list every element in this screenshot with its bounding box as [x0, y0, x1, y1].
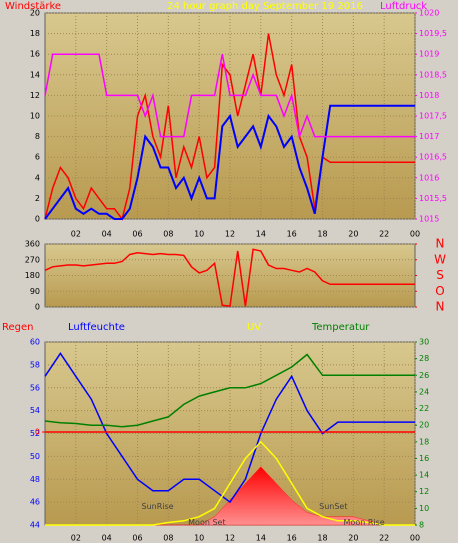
y-tick-label: 18: [30, 29, 40, 38]
series-line: [45, 440, 415, 526]
series-label: UV: [247, 322, 261, 333]
x-tick-label: 16: [287, 230, 297, 239]
series-label: Regen: [2, 322, 34, 333]
y2-tick-label: 1017: [419, 132, 439, 141]
y-tick-label: 0: [35, 215, 40, 224]
y2-tick-label: 24: [419, 387, 429, 396]
annotation: SunSet: [319, 502, 347, 511]
y-tick-label: 46: [30, 498, 40, 507]
y2-tick-label: 1018,5: [419, 70, 447, 79]
y2-tick-label: 18: [419, 437, 429, 446]
y2-tick-label: 1018: [419, 91, 439, 100]
y-tick-label: 0: [35, 303, 40, 312]
y-tick-label: 20: [30, 9, 40, 18]
y-tick-label: 90: [30, 287, 40, 296]
y-tick-label: 44: [30, 521, 40, 530]
y-axis-label: Windstärke: [5, 1, 61, 12]
y2-tick-label: W: [434, 252, 446, 266]
annotation: SunRise: [141, 502, 173, 511]
x-tick-label: 18: [317, 230, 327, 239]
x-tick-label: 14: [256, 534, 266, 543]
y2-tick-label: 12: [419, 487, 429, 496]
y2-tick-label: N: [436, 237, 445, 251]
x-tick-label: 02: [71, 534, 81, 543]
y-tick-label: 56: [30, 383, 40, 392]
y2-tick-label: 28: [419, 354, 429, 363]
x-tick-label: 20: [348, 230, 358, 239]
y2-tick-label: 16: [419, 454, 429, 463]
series-label: Luftfeuchte: [68, 322, 125, 333]
y-tick-label: 8: [35, 132, 40, 141]
y2-tick-label: N: [436, 300, 445, 314]
y-tick-label: 50: [30, 452, 40, 461]
y2-tick-label: 1015: [419, 215, 439, 224]
x-tick-label: 04: [102, 534, 112, 543]
y-tick-label: 270: [25, 255, 40, 264]
x-tick-label: 04: [102, 230, 112, 239]
series-line: [44, 248, 415, 307]
y2-tick-label: 8: [419, 521, 424, 530]
x-tick-label: 08: [163, 230, 173, 239]
y-tick-label: 360: [25, 240, 40, 249]
x-tick-label: 18: [317, 534, 327, 543]
x-tick-label: 12: [225, 230, 235, 239]
y-tick-label: 48: [30, 475, 40, 484]
series-line: [44, 104, 415, 220]
y2-tick-label: 1019: [419, 50, 439, 59]
x-tick-label: 00: [410, 230, 420, 239]
y-tick-label: 12: [30, 91, 40, 100]
y2-tick-label: 14: [419, 471, 429, 480]
y-tick-label: 60: [30, 338, 40, 347]
series-line: [44, 352, 415, 504]
y2-tick-label: 1017,5: [419, 112, 447, 121]
plot-area: [44, 243, 416, 308]
x-tick-label: 06: [132, 230, 142, 239]
x-tick-label: 22: [379, 230, 389, 239]
y-tick-label: 54: [30, 406, 40, 415]
rain-tick-label: 0: [35, 428, 40, 437]
y2-axis-label: Luftdruck: [380, 1, 427, 12]
y-tick-label: 10: [30, 112, 40, 121]
x-tick-label: 10: [194, 534, 204, 543]
y2-tick-label: S: [436, 268, 444, 282]
series-line: [44, 33, 415, 221]
series-line: [44, 53, 415, 140]
annotation: Moon Rise: [344, 518, 385, 527]
series-line: [44, 353, 415, 428]
annotation: Moon Set: [188, 518, 225, 527]
x-tick-label: 20: [348, 534, 358, 543]
y2-tick-label: 1019,5: [419, 29, 447, 38]
y2-tick-label: 26: [419, 371, 429, 380]
x-tick-label: 12: [225, 534, 235, 543]
y2-tick-label: 1020: [419, 9, 439, 18]
x-tick-label: 02: [71, 230, 81, 239]
x-tick-label: 10: [194, 230, 204, 239]
y-tick-label: 6: [35, 153, 40, 162]
y2-tick-label: 20: [419, 421, 429, 430]
y-tick-label: 16: [30, 50, 40, 59]
x-tick-label: 22: [379, 534, 389, 543]
x-tick-label: 16: [287, 534, 297, 543]
y2-tick-label: 30: [419, 338, 429, 347]
y2-tick-label: 1015,5: [419, 194, 447, 203]
y-tick-label: 58: [30, 360, 40, 369]
y2-tick-label: 1016: [419, 173, 439, 182]
y2-tick-label: 1016,5: [419, 153, 447, 162]
x-tick-label: 00: [410, 534, 420, 543]
y-tick-label: 52: [30, 429, 40, 438]
y-tick-label: 4: [35, 173, 40, 182]
x-tick-label: 06: [132, 534, 142, 543]
y-tick-label: 14: [30, 70, 40, 79]
series-label: Temperatur: [311, 322, 370, 333]
x-tick-label: 14: [256, 230, 266, 239]
y-tick-label: 180: [25, 271, 40, 280]
y2-tick-label: 22: [419, 404, 429, 413]
y2-tick-label: O: [435, 284, 444, 298]
chart-title: 24 hour graph day September 19 2016: [167, 1, 363, 12]
y2-tick-label: 10: [419, 504, 429, 513]
y-tick-label: 2: [35, 194, 40, 203]
x-tick-label: 08: [163, 534, 173, 543]
